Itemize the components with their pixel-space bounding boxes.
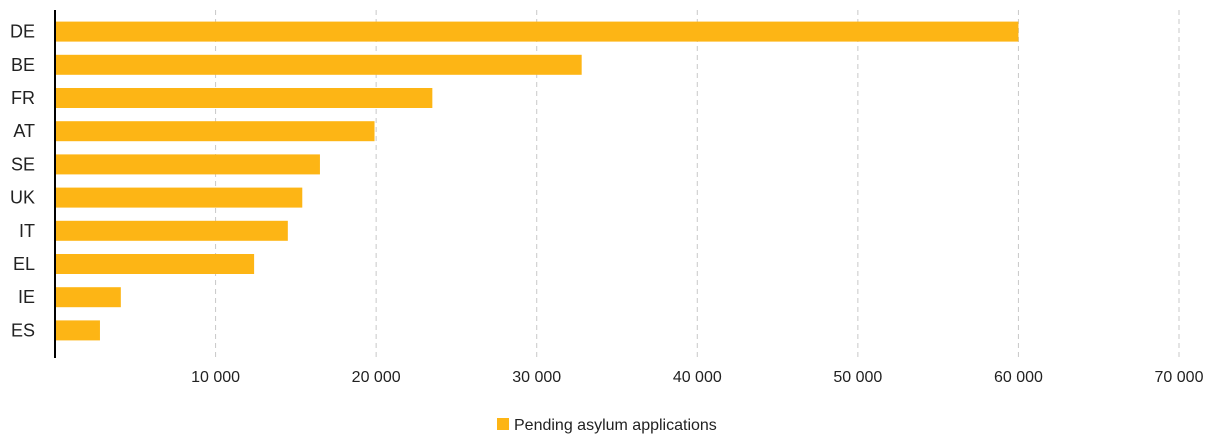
category-label-de: DE [10,22,35,42]
bar-el [55,254,255,274]
x-tick-label: 40 000 [673,369,722,386]
bar-se [55,154,320,175]
category-label-uk: UK [10,188,35,208]
x-tick-label: 20 000 [352,369,401,386]
x-tick-label: 50 000 [833,369,882,386]
category-label-at: AT [13,121,35,141]
category-label-se: SE [11,154,35,174]
category-label-el: EL [13,254,35,274]
bar-at [55,121,375,142]
category-label-fr: FR [11,88,35,108]
legend: Pending asylum applications [497,417,717,434]
x-tick-label: 10 000 [191,369,240,386]
bar-fr [55,88,433,108]
legend-swatch [497,418,509,430]
bar-es [55,320,100,341]
category-label-be: BE [11,55,35,75]
category-label-ie: IE [18,287,35,307]
category-label-it: IT [19,221,35,241]
x-tick-labels: 10 000 20 000 30 000 40 000 50 000 60 000 70 0… [191,369,1203,386]
x-tick-label: 70 000 [1155,369,1204,386]
legend-label: Pending asylum applications [514,417,717,434]
x-tick-label: 30 000 [512,369,561,386]
bar-de [55,21,1019,42]
bar-it [55,220,288,241]
bar-uk [55,187,303,208]
bar-be [55,54,582,75]
bars [55,21,1019,341]
x-tick-label: 60 000 [994,369,1043,386]
category-label-es: ES [11,320,35,340]
bar-ie [55,287,121,308]
category-labels: DE BE FR AT SE UK IT EL IE ES [10,22,35,341]
